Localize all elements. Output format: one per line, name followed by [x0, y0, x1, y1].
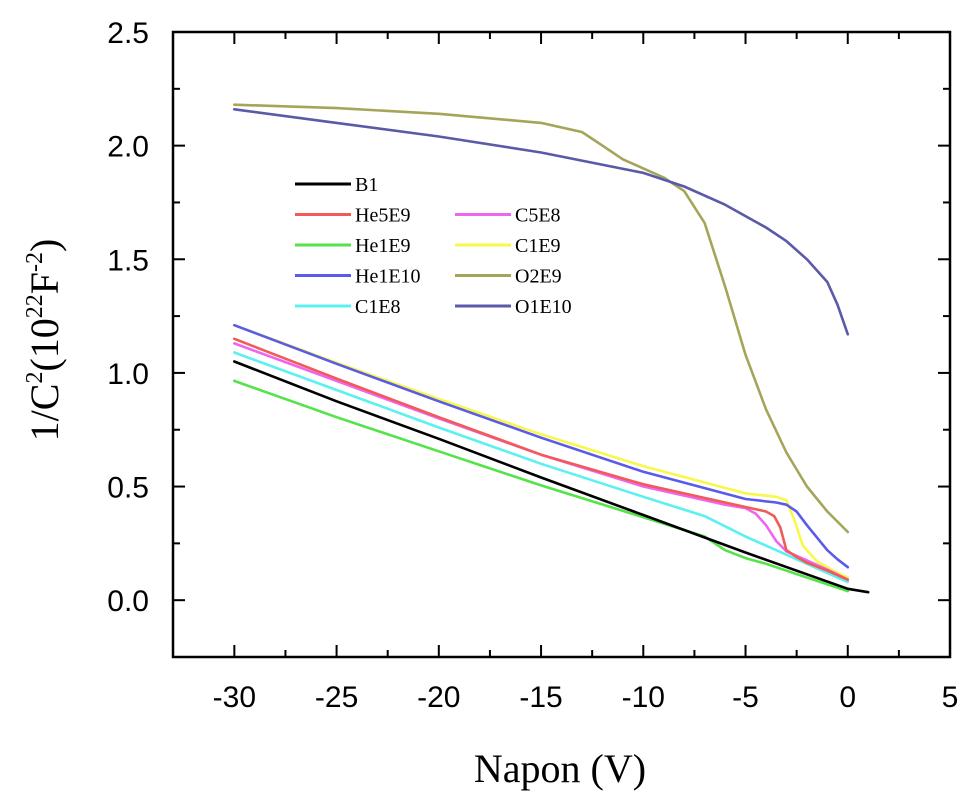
- x-tick-label: -30: [213, 681, 256, 714]
- y-axis-title-exp1: 2: [22, 372, 48, 384]
- legend-label-b1: B1: [355, 174, 378, 196]
- x-tick-label: 5: [942, 681, 959, 714]
- series-line-o1e10: [233, 108, 850, 336]
- legend-label-he1e10: He1E10: [355, 266, 421, 288]
- series-line-he1e10: [233, 323, 850, 569]
- legend-label-c1e8: C1E8: [355, 296, 401, 318]
- series-line-he5e9: [233, 337, 850, 582]
- y-axis-title: 1/C2(1022F-2): [22, 239, 67, 442]
- plot-frame: [171, 30, 952, 659]
- y-axis-title-exp2: 22: [22, 294, 48, 318]
- y-tick-label: 2.5: [107, 17, 149, 50]
- y-tick-label: 1.0: [107, 358, 149, 391]
- legend: B1 He5E9 C5E8 He1E9 C1E9 He1E10 O2E9 C1E8 O1E10: [295, 174, 572, 318]
- y-axis-title-unit: F: [22, 272, 67, 294]
- series-line-he1e9: [233, 379, 850, 593]
- legend-label-o1e10: O1E10: [515, 296, 572, 318]
- y-tick-label: 2.0: [107, 131, 149, 164]
- x-axis-title: Napon (V): [474, 746, 646, 791]
- y-tick-label: 1.5: [107, 244, 149, 277]
- y-axis-title-close: ): [22, 239, 67, 252]
- legend-label-c1e9: C1E9: [515, 235, 561, 257]
- series-line-c1e9: [233, 323, 850, 579]
- series-line-o2e9: [233, 103, 850, 534]
- series-layer: [233, 103, 870, 594]
- plot-area-border: [171, 30, 952, 659]
- legend-label-c5e8: C5E8: [515, 205, 561, 227]
- series-line-c1e8: [233, 351, 850, 584]
- x-tick-label: -25: [315, 681, 358, 714]
- series-line-b1: [233, 360, 870, 594]
- y-axis-title-mid: (10: [22, 318, 67, 371]
- y-axis-title-exp3: -2: [22, 252, 48, 272]
- y-tick-label: 0.0: [107, 585, 149, 618]
- x-tick-label: -15: [519, 681, 562, 714]
- x-tick-label: 0: [839, 681, 856, 714]
- x-tick-label: -5: [732, 681, 759, 714]
- y-axis-title-base: 1/C: [22, 384, 67, 442]
- legend-label-he1e9: He1E9: [355, 235, 411, 257]
- x-tick-label: -20: [417, 681, 460, 714]
- legend-label-he5e9: He5E9: [355, 205, 411, 227]
- x-tick-label: -10: [622, 681, 665, 714]
- ticks-layer: -30 -25 -20 -15 -10 -5 0 5 0.0 0.5 1.0 1.5 2.0 2.5: [107, 17, 958, 714]
- y-tick-label: 0.5: [107, 472, 149, 505]
- legend-label-o2e9: O2E9: [515, 266, 562, 288]
